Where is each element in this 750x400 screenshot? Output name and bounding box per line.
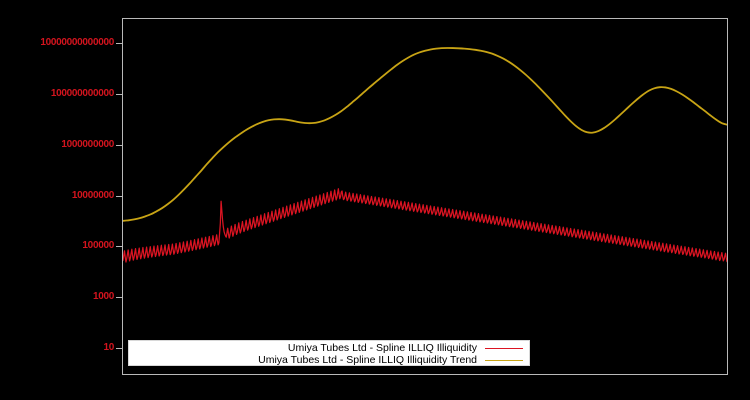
y-axis: 10000000000000 100000000000 1000000000 1000… (0, 0, 122, 400)
y-axis-tick-mark (116, 43, 122, 45)
y-axis-tick-mark (116, 195, 122, 197)
legend-swatch-illiquidity (485, 347, 523, 349)
y-axis-tick-mark (116, 246, 122, 248)
legend-label-trend: Umiya Tubes Ltd - Spline ILLIQ Illiquidi… (258, 354, 477, 366)
y-axis-tick-mark (116, 144, 122, 146)
series-line-trend (123, 47, 727, 222)
y-axis-tick-label: 100000 (82, 240, 114, 252)
legend-item-illiquidity[interactable]: Umiya Tubes Ltd - Spline ILLIQ Illiquidi… (129, 342, 529, 354)
y-axis-tick-label: 1000000000 (61, 138, 114, 150)
y-axis-tick-mark (116, 296, 122, 298)
y-axis-tick-mark (116, 347, 122, 349)
y-axis-tick-label: 10000000000000 (40, 37, 114, 49)
y-axis-tick-label: 10000000 (71, 189, 114, 201)
y-axis-tick-label: 100000000000 (50, 88, 114, 100)
legend-label-illiquidity: Umiya Tubes Ltd - Spline ILLIQ Illiquidi… (287, 342, 477, 354)
y-axis-tick-label: 1000 (92, 290, 114, 302)
legend-item-trend[interactable]: Umiya Tubes Ltd - Spline ILLIQ Illiquidi… (129, 354, 529, 366)
plot-svg (123, 47, 727, 263)
legend-swatch-trend (485, 359, 523, 361)
chart-legend[interactable]: Umiya Tubes Ltd - Spline ILLIQ Illiquidi… (128, 340, 530, 366)
plot-area (122, 18, 728, 375)
y-axis-tick-mark (116, 94, 122, 96)
series-line-illiquidity (123, 188, 727, 263)
y-axis-tick-label: 10 (103, 341, 114, 353)
